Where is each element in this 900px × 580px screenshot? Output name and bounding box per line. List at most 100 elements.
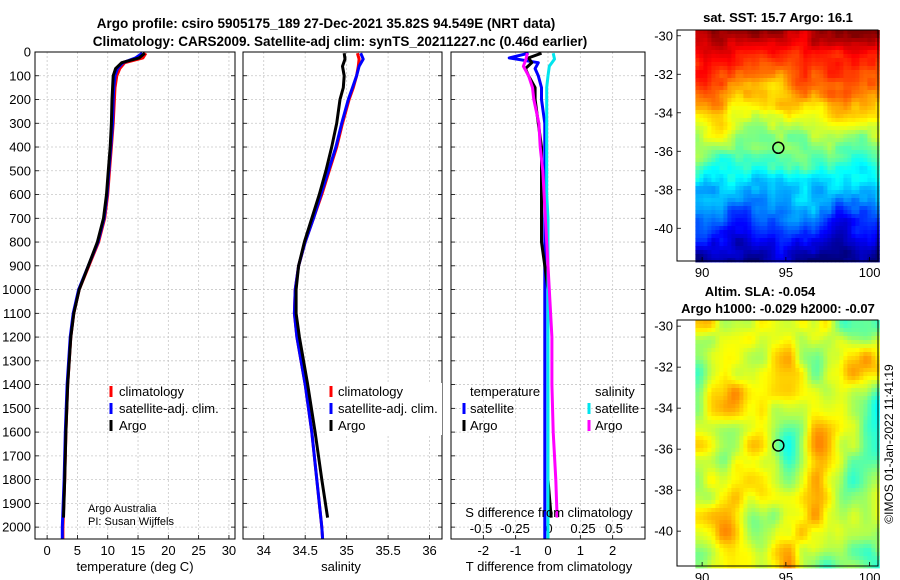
- map-cell: [763, 46, 768, 51]
- map-cell: [735, 142, 740, 147]
- map-cell: [835, 352, 840, 357]
- map-cell: [871, 82, 876, 87]
- map-cell: [731, 336, 736, 341]
- map-cell: [727, 114, 732, 119]
- map-cell: [827, 182, 832, 187]
- map-cell: [711, 234, 716, 239]
- map-cell: [859, 460, 864, 465]
- map-cell: [863, 456, 868, 461]
- map-cell: [799, 62, 804, 67]
- map-cell: [815, 250, 820, 255]
- map-cell: [695, 324, 700, 329]
- map-cell: [855, 364, 860, 369]
- map-cell: [723, 190, 728, 195]
- map-cell: [851, 38, 856, 43]
- map-cell: [843, 484, 848, 489]
- map-cell: [847, 420, 852, 425]
- map-cell: [767, 360, 772, 365]
- map-cell: [723, 332, 728, 337]
- map-cell: [787, 190, 792, 195]
- map-cell: [839, 480, 844, 485]
- map-cell: [851, 412, 856, 417]
- map-cell: [815, 82, 820, 87]
- map-cell: [783, 122, 788, 127]
- map-cell: [867, 360, 872, 365]
- map-cell: [699, 90, 704, 95]
- legend-t-satellite-label: satellite: [470, 401, 514, 416]
- map-cell: [843, 444, 848, 449]
- map-cell: [823, 198, 828, 203]
- map-cell: [867, 142, 872, 147]
- map-cell: [811, 38, 816, 43]
- map-cell: [815, 46, 820, 51]
- map-cell: [815, 416, 820, 421]
- map-cell: [739, 158, 744, 163]
- map-cell: [747, 396, 752, 401]
- map-cell: [711, 194, 716, 199]
- map-cell: [847, 336, 852, 341]
- map-cell: [739, 194, 744, 199]
- map-cell: [767, 424, 772, 429]
- map-cell: [815, 440, 820, 445]
- map-cell: [791, 230, 796, 235]
- map-cell: [863, 202, 868, 207]
- map-cell: [739, 332, 744, 337]
- map-cell: [751, 234, 756, 239]
- map-cell: [695, 420, 700, 425]
- map-cell: [775, 38, 780, 43]
- map-cell: [871, 214, 876, 219]
- map-cell: [831, 222, 836, 227]
- map-cell: [859, 230, 864, 235]
- map-cell: [831, 74, 836, 79]
- map-cell: [759, 340, 764, 345]
- map-cell: [779, 388, 784, 393]
- map-cell: [791, 464, 796, 469]
- map-cell: [739, 480, 744, 485]
- map-cell: [843, 98, 848, 103]
- map-cell: [839, 234, 844, 239]
- map-cell: [695, 444, 700, 449]
- x2-tick-label: 0.5: [605, 521, 623, 536]
- map-cell: [787, 356, 792, 361]
- map-cell: [827, 480, 832, 485]
- map-cell: [843, 162, 848, 167]
- map-cell: [783, 234, 788, 239]
- map-cell: [715, 106, 720, 111]
- map-cell: [803, 404, 808, 409]
- map-cell: [731, 412, 736, 417]
- map-cell: [843, 384, 848, 389]
- map-cell: [871, 412, 876, 417]
- map-cell: [795, 142, 800, 147]
- map-cell: [859, 158, 864, 163]
- map-cell: [799, 50, 804, 55]
- map-cell: [703, 118, 708, 123]
- map-cell: [719, 344, 724, 349]
- map-cell: [819, 162, 824, 167]
- map-cell: [695, 58, 700, 63]
- map-cell: [695, 492, 700, 497]
- map-cell: [791, 178, 796, 183]
- map-cell: [755, 82, 760, 87]
- map-cell: [763, 416, 768, 421]
- map-cell: [795, 166, 800, 171]
- map-cell: [731, 110, 736, 115]
- map-cell: [835, 332, 840, 337]
- map-cell: [855, 158, 860, 163]
- map-cell: [731, 226, 736, 231]
- map-cell: [755, 384, 760, 389]
- map-cell: [747, 476, 752, 481]
- map-cell: [763, 480, 768, 485]
- map-cell: [847, 218, 852, 223]
- map-cell: [783, 364, 788, 369]
- map-cell: [867, 234, 872, 239]
- map-cell: [799, 344, 804, 349]
- map-cell: [855, 118, 860, 123]
- map-cell: [743, 468, 748, 473]
- map-cell: [863, 356, 868, 361]
- map-cell: [795, 332, 800, 337]
- map-cell: [823, 214, 828, 219]
- map-cell: [775, 142, 780, 147]
- map-cell: [819, 66, 824, 71]
- map-cell: [743, 230, 748, 235]
- map-cell: [831, 432, 836, 437]
